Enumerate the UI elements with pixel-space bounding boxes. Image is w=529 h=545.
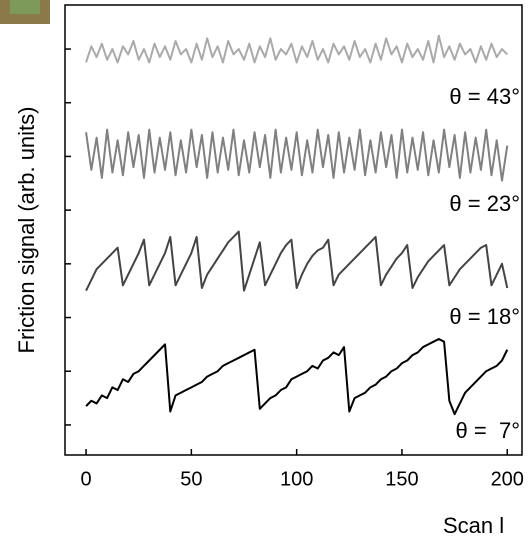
x-tick-label: 0 — [80, 468, 91, 490]
x-tick-label: 200 — [491, 468, 524, 490]
friction-trace — [85, 128, 509, 182]
friction-trace — [85, 338, 509, 416]
x-tick-label: 50 — [180, 468, 202, 490]
x-tick-label: 100 — [280, 468, 313, 490]
friction-trace — [85, 34, 508, 64]
angle-label: θ = 23° — [449, 191, 520, 216]
angle-label: θ = 18° — [449, 304, 520, 329]
angle-label: θ = 7° — [456, 418, 520, 443]
angle-label: θ = 43° — [449, 84, 520, 109]
y-axis-label: Friction signal (arb. units) — [14, 107, 39, 354]
x-axis-label: Scan l — [443, 513, 504, 538]
plot-frame — [64, 4, 523, 456]
image-fragment — [10, 0, 40, 14]
friction-trace — [85, 230, 509, 292]
x-tick-label: 150 — [385, 468, 418, 490]
